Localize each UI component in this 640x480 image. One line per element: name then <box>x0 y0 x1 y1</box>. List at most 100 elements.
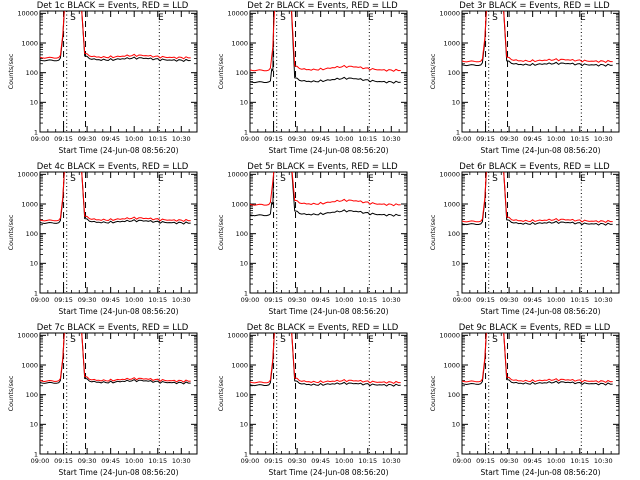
marker-label-s: S <box>70 335 76 345</box>
y-tick-label: 100 <box>448 69 460 77</box>
events-series-line <box>250 11 401 84</box>
y-tick-label: 10 <box>240 421 248 429</box>
x-axis-title: Start Time (24-Jun-08 08:56:20) <box>269 146 389 155</box>
y-tick-label: 100 <box>26 69 38 77</box>
x-tick-label: 10:15 <box>148 135 167 143</box>
y-tick-label: 10 <box>452 99 460 107</box>
y-axis-title: Counts/sec <box>429 214 437 250</box>
marker-label-e: E <box>368 335 374 345</box>
x-tick-label: 09:30 <box>78 457 97 465</box>
x-tick-label: 10:00 <box>547 457 566 465</box>
x-tick-label: 10:30 <box>172 135 191 143</box>
y-tick-label: 1 <box>34 128 38 136</box>
x-tick-label: 10:30 <box>594 135 613 143</box>
y-tick-label: 10000 <box>439 171 460 179</box>
x-tick-label: 09:30 <box>78 135 97 143</box>
y-tick-label: 1 <box>456 450 460 458</box>
panel-title: Det 2r BLACK = Events, RED = LLD <box>247 1 398 11</box>
x-tick-label: 09:45 <box>101 296 120 304</box>
x-tick-label: 09:30 <box>500 135 519 143</box>
x-tick-label: 09:00 <box>453 135 472 143</box>
x-tick-label: 09:30 <box>500 296 519 304</box>
x-tick-label: 09:15 <box>264 296 283 304</box>
detector-panel-7: Det 7c BLACK = Events, RED = LLD Counts/s… <box>7 323 198 477</box>
x-tick-label: 09:45 <box>101 457 120 465</box>
x-tick-label: 09:45 <box>311 457 330 465</box>
detector-panel-8: Det 8c BLACK = Events, RED = LLD Counts/s… <box>217 323 408 477</box>
y-tick-label: 1000 <box>231 200 248 208</box>
x-tick-label: 09:30 <box>288 457 307 465</box>
x-tick-label: 10:15 <box>148 296 167 304</box>
detector-panel-3: Det 3r BLACK = Events, RED = LLD Counts/s… <box>429 1 620 155</box>
y-tick-label: 1000 <box>21 361 38 369</box>
marker-label-s: S <box>280 335 286 345</box>
y-tick-label: 1000 <box>443 361 460 369</box>
x-tick-label: 09:45 <box>311 135 330 143</box>
panel-title: Det 1c BLACK = Events, RED = LLD <box>37 1 189 11</box>
detector-panel-6: Det 6r BLACK = Events, RED = LLD Counts/s… <box>429 162 620 316</box>
x-tick-label: 09:45 <box>101 135 120 143</box>
y-tick-label: 1000 <box>443 39 460 47</box>
x-tick-label: 09:00 <box>453 457 472 465</box>
x-tick-label: 09:30 <box>500 457 519 465</box>
y-tick-label: 10 <box>240 99 248 107</box>
y-tick-label: 1 <box>456 289 460 297</box>
x-tick-label: 09:00 <box>241 457 260 465</box>
panel-title: Det 6r BLACK = Events, RED = LLD <box>459 162 610 172</box>
y-tick-label: 1 <box>244 450 248 458</box>
y-tick-label: 10000 <box>17 171 38 179</box>
marker-label-e: E <box>368 13 374 23</box>
x-axis-title: Start Time (24-Jun-08 08:56:20) <box>269 307 389 316</box>
y-tick-label: 10 <box>30 421 38 429</box>
marker-label-e: E <box>580 13 586 23</box>
panel-title: Det 7c BLACK = Events, RED = LLD <box>37 323 189 333</box>
x-tick-label: 09:00 <box>453 296 472 304</box>
y-tick-label: 10 <box>30 260 38 268</box>
x-tick-label: 10:00 <box>125 457 144 465</box>
y-tick-label: 1000 <box>21 200 38 208</box>
y-tick-label: 100 <box>236 230 248 238</box>
x-tick-label: 09:00 <box>31 296 50 304</box>
x-tick-label: 09:00 <box>241 296 260 304</box>
marker-label-e: E <box>368 174 374 184</box>
y-tick-label: 1000 <box>443 200 460 208</box>
lld-series-line <box>250 11 401 72</box>
detector-panel-2: Det 2r BLACK = Events, RED = LLD Counts/s… <box>217 1 408 155</box>
y-axis-title: Counts/sec <box>429 53 437 89</box>
x-tick-label: 10:30 <box>594 457 613 465</box>
lld-series-line <box>462 333 613 384</box>
y-tick-label: 1000 <box>231 39 248 47</box>
y-tick-label: 100 <box>236 69 248 77</box>
y-tick-label: 1 <box>34 450 38 458</box>
x-tick-label: 10:00 <box>125 135 144 143</box>
x-tick-label: 09:45 <box>523 296 542 304</box>
x-tick-label: 10:30 <box>172 457 191 465</box>
x-tick-label: 09:30 <box>288 135 307 143</box>
x-tick-label: 09:15 <box>264 135 283 143</box>
lld-series-line <box>462 11 613 64</box>
lld-series-line <box>40 172 191 223</box>
panel-title: Det 4c BLACK = Events, RED = LLD <box>37 162 189 172</box>
panel-title: Det 3r BLACK = Events, RED = LLD <box>459 1 610 11</box>
y-tick-label: 1 <box>34 289 38 297</box>
y-tick-label: 10 <box>452 260 460 268</box>
x-tick-label: 09:15 <box>476 457 495 465</box>
x-tick-label: 10:00 <box>547 135 566 143</box>
x-tick-label: 10:30 <box>172 296 191 304</box>
lld-series-line <box>250 172 401 207</box>
y-tick-label: 100 <box>448 230 460 238</box>
x-axis-title: Start Time (24-Jun-08 08:56:20) <box>59 307 179 316</box>
x-axis-title: Start Time (24-Jun-08 08:56:20) <box>481 307 601 316</box>
x-tick-label: 10:15 <box>570 135 589 143</box>
marker-label-e: E <box>158 13 164 23</box>
x-axis-title: Start Time (24-Jun-08 08:56:20) <box>481 146 601 155</box>
x-tick-label: 09:15 <box>54 457 73 465</box>
detector-panel-5: Det 5r BLACK = Events, RED = LLD Counts/s… <box>217 162 408 316</box>
marker-label-s: S <box>70 174 76 184</box>
y-tick-label: 100 <box>448 391 460 399</box>
panel-title: Det 9c BLACK = Events, RED = LLD <box>459 323 611 333</box>
marker-label-e: E <box>580 335 586 345</box>
panel-title: Det 5r BLACK = Events, RED = LLD <box>247 162 398 172</box>
y-axis-title: Counts/sec <box>217 214 225 250</box>
